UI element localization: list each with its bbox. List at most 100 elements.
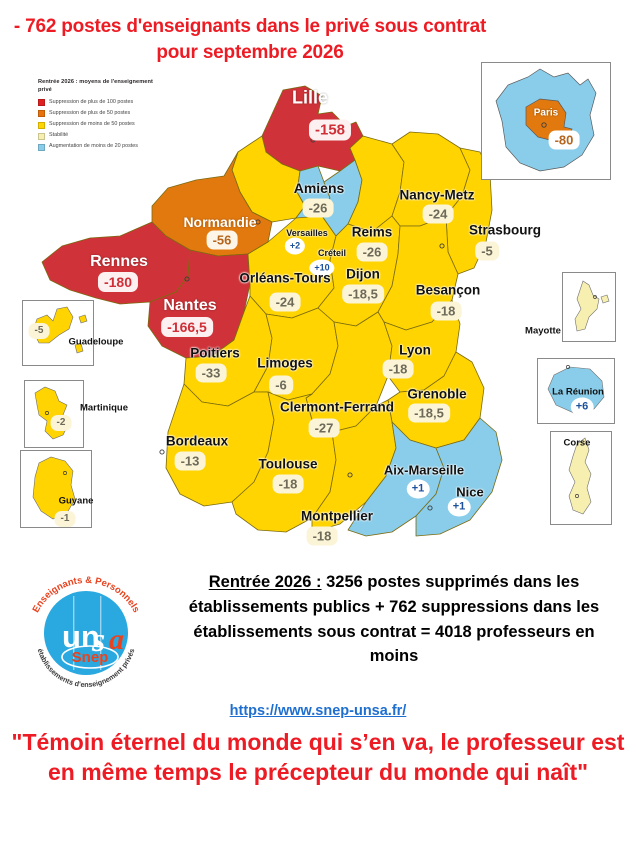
legend-item-label: Suppression de plus de 50 postes bbox=[49, 109, 131, 116]
region-label-normandie: Normandie bbox=[183, 214, 257, 230]
region-label-reims: Reims bbox=[351, 224, 393, 240]
inset-value-guyane: -1 bbox=[54, 511, 76, 527]
legend-swatch-icon bbox=[38, 132, 45, 140]
inset-guyane-svg bbox=[32, 456, 76, 520]
logo-wordmark-s: s bbox=[91, 622, 105, 659]
inset-label-martinique: Martinique bbox=[79, 402, 129, 414]
website-link[interactable]: https://www.snep-unsa.fr/ bbox=[229, 703, 407, 719]
inset-mayotte bbox=[562, 272, 616, 342]
inset-value-reunion: +6 bbox=[570, 397, 594, 417]
inset-corse-svg bbox=[568, 437, 592, 515]
inset-paris-svg bbox=[495, 68, 597, 172]
inset-label-guadeloupe: Guadeloupe bbox=[68, 336, 124, 348]
inset-martinique: -2 bbox=[24, 380, 84, 448]
legend-item: Augmentation de moins de 20 postes bbox=[38, 143, 156, 151]
region-value-besancon: -18 bbox=[430, 301, 462, 321]
unsa-snep-logo: Enseignants & Personnels établissements … bbox=[16, 563, 156, 695]
region-value-orleans-tours: -24 bbox=[269, 292, 301, 312]
region-value-grenoble: -18,5 bbox=[408, 403, 450, 423]
region-label-poitiers: Poitiers bbox=[190, 345, 240, 361]
region-value-versailles: +2 bbox=[284, 237, 306, 255]
region-label-creteil: Créteil bbox=[317, 248, 347, 258]
region-value-rennes: -180 bbox=[97, 272, 139, 292]
inset-value-guadeloupe: -5 bbox=[28, 323, 50, 339]
statement-body: 3256 postes supprimés dans les établisse… bbox=[188, 573, 600, 666]
region-label-toulouse: Toulouse bbox=[258, 456, 318, 472]
region-value-lyon: -18 bbox=[382, 359, 414, 379]
inset-reunion: La Réunion +6 bbox=[537, 358, 615, 424]
region-label-besancon: Besançon bbox=[415, 282, 481, 298]
inset-paris: Paris -80 bbox=[481, 62, 611, 180]
region-label-amiens: Amiens bbox=[293, 180, 345, 196]
region-label-orleans-tours: Orléans-Tours bbox=[239, 270, 331, 286]
region-value-dijon: -18,5 bbox=[342, 284, 384, 304]
logo-wordmark-un: un bbox=[62, 619, 100, 654]
region-label-nantes: Nantes bbox=[163, 297, 217, 314]
region-value-toulouse: -18 bbox=[272, 474, 304, 494]
region-value-poitiers: -33 bbox=[195, 363, 227, 383]
inset-martinique-svg bbox=[34, 386, 70, 440]
legend-title: Rentrée 2026 : moyens de l'enseignement … bbox=[38, 79, 153, 94]
inset-label-corse: Corse bbox=[563, 437, 591, 449]
legend-item-label: Stabilité bbox=[49, 132, 69, 139]
france-map: Lille -158 Amiens -26 Normandie -56 Renn… bbox=[0, 40, 636, 550]
region-label-montpellier: Montpellier bbox=[300, 508, 374, 524]
legend-item-label: Augmentation de moins de 20 postes bbox=[49, 143, 139, 150]
region-label-strasbourg: Strasbourg bbox=[468, 222, 542, 238]
map-legend: Rentrée 2026 : moyens de l'enseignement … bbox=[38, 78, 156, 155]
region-value-clermont-ferrand: -27 bbox=[308, 418, 340, 438]
statement-block: Rentrée 2026 : 3256 postes supprimés dan… bbox=[168, 570, 620, 669]
page-title: - 762 postes d'enseignants dans le privé… bbox=[13, 16, 487, 64]
legend-item: Suppression de plus de 50 postes bbox=[38, 110, 156, 118]
inset-label-mayotte: Mayotte bbox=[525, 325, 561, 337]
logo-sub: Snep bbox=[72, 649, 109, 666]
region-label-nancy-metz: Nancy-Metz bbox=[399, 187, 475, 203]
legend-swatch-icon bbox=[38, 99, 45, 107]
region-label-limoges: Limoges bbox=[257, 355, 313, 371]
region-value-reims: -26 bbox=[356, 242, 388, 262]
region-value-lille: -158 bbox=[308, 119, 352, 141]
region-label-grenoble: Grenoble bbox=[407, 386, 467, 402]
region-value-creteil: +10 bbox=[309, 259, 335, 277]
logo-svg: Enseignants & Personnels établissements … bbox=[30, 575, 141, 689]
region-value-nantes: -166,5 bbox=[161, 317, 213, 337]
region-value-amiens: -26 bbox=[302, 198, 334, 218]
legend-item: Suppression de moins de 50 postes bbox=[38, 121, 156, 129]
region-label-lyon: Lyon bbox=[399, 342, 431, 358]
legend-item-label: Suppression de moins de 50 postes bbox=[49, 121, 135, 128]
region-value-montpellier: -18 bbox=[306, 526, 338, 546]
region-label-versailles: Versailles bbox=[286, 228, 328, 238]
region-value-strasbourg: -5 bbox=[475, 241, 499, 261]
region-label-nice: Nice bbox=[456, 484, 484, 500]
region-value-normandie: -56 bbox=[206, 230, 238, 250]
region-label-lille: Lille bbox=[291, 87, 329, 108]
logo-wordmark-a: a bbox=[109, 623, 124, 656]
legend-item: Stabilité bbox=[38, 132, 156, 140]
region-shape-nice bbox=[415, 417, 503, 537]
inset-label-reunion: La Réunion bbox=[552, 386, 604, 398]
inset-mayotte-svg bbox=[574, 280, 610, 332]
region-label-rennes: Rennes bbox=[90, 253, 148, 270]
legend-swatch-icon bbox=[38, 110, 45, 118]
inset-value-martinique: -2 bbox=[50, 415, 72, 431]
region-value-limoges: -6 bbox=[269, 375, 293, 395]
legend-swatch-icon bbox=[38, 121, 45, 129]
inset-guadeloupe: -5 bbox=[22, 300, 94, 366]
inset-value-paris: -80 bbox=[548, 130, 580, 150]
inset-guyane: Guyane -1 bbox=[20, 450, 94, 528]
inset-corse: Corse bbox=[550, 431, 612, 525]
quote-text: "Témoin éternel du monde qui s’en va, le… bbox=[11, 729, 625, 786]
region-label-dijon: Dijon bbox=[346, 266, 380, 282]
region-label-aix-marseille: Aix-Marseille bbox=[383, 462, 465, 478]
legend-item: Suppression de plus de 100 postes bbox=[38, 99, 156, 107]
inset-label-guyane: Guyane bbox=[58, 495, 94, 507]
region-value-nice: +1 bbox=[447, 497, 471, 517]
legend-swatch-icon bbox=[38, 143, 45, 151]
region-value-aix-marseille: +1 bbox=[406, 479, 430, 499]
legend-item-label: Suppression de plus de 100 postes bbox=[49, 98, 134, 105]
region-label-bordeaux: Bordeaux bbox=[165, 433, 229, 449]
region-value-bordeaux: -13 bbox=[174, 451, 206, 471]
statement-lead: Rentrée 2026 : bbox=[208, 573, 322, 591]
inset-label-paris: Paris bbox=[533, 107, 559, 119]
region-label-clermont-ferrand: Clermont-Ferrand bbox=[279, 399, 395, 415]
